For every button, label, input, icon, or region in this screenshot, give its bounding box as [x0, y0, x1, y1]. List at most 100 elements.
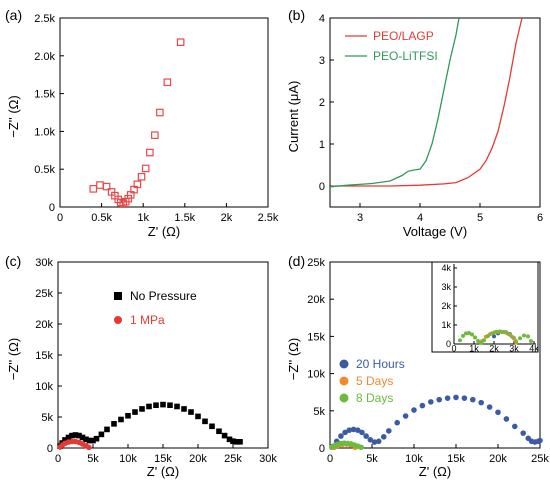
- panel-a: 0 0.5k 1k 1.5k 2k 2.5k 0 0.5k 1.0k 1.5k 2.0k 2.5k Z'…: [5, 7, 279, 239]
- inset: 0 1k 2k 3k 4k 0 1k 2k 3k 4k: [431, 261, 539, 354]
- inset-x-tick-label: 1k: [469, 344, 479, 354]
- inset-x-tick-label: 3k: [509, 344, 519, 354]
- legend: 20 Hours 5 Days 8 Days: [339, 357, 405, 405]
- x-tick-label: 25k: [531, 453, 549, 465]
- x-axis-label: Z' (Ω): [419, 464, 451, 479]
- inset-data-point: [473, 335, 477, 340]
- y-tick-label: 20k: [35, 319, 53, 331]
- data-point: [363, 433, 369, 439]
- data-point: [402, 413, 409, 419]
- series-2: [328, 440, 364, 451]
- legend-swatch: [114, 292, 122, 300]
- data-point: [83, 436, 89, 443]
- data-point: [79, 434, 86, 441]
- legend-swatch: [339, 359, 349, 369]
- data-point: [69, 432, 75, 439]
- data-point: [209, 423, 215, 430]
- inset-data-point: [458, 338, 462, 343]
- data-point: [65, 434, 72, 441]
- data-point: [371, 439, 378, 445]
- data-point: [342, 429, 348, 436]
- data-point: [338, 433, 344, 439]
- data-point: [359, 429, 365, 436]
- y-axis-label: Current (μA): [286, 81, 301, 153]
- data-point: [160, 401, 166, 408]
- x-tick-label: 25k: [224, 453, 242, 465]
- y-tick-label: 2.5k: [34, 13, 55, 25]
- data-point: [139, 406, 145, 412]
- x-tick-label: 1k: [137, 212, 149, 224]
- series-line: [329, 17, 460, 188]
- data-point: [230, 438, 236, 444]
- x-tick-label: 0.5k: [91, 212, 112, 224]
- x-tick-label: 5: [477, 212, 483, 224]
- inset-x-tick-label: 2k: [489, 344, 499, 354]
- inset-data-point: [470, 332, 474, 337]
- series-0: [89, 38, 185, 208]
- data-point: [62, 437, 68, 443]
- inset-data-point: [502, 330, 506, 335]
- data-point: [119, 199, 128, 208]
- inset-y-tick-label: 3k: [441, 282, 451, 292]
- inset-data-point: [514, 339, 518, 344]
- data-point: [111, 421, 117, 427]
- y-tick-label: 0: [319, 443, 325, 455]
- y-tick-label: 15k: [35, 350, 53, 362]
- inset-x-tick-label: 4k: [529, 344, 539, 354]
- plot-frame: [59, 17, 269, 208]
- data-point: [444, 395, 451, 401]
- data-point: [156, 108, 164, 117]
- inset-y-tick-label: 2k: [441, 301, 451, 311]
- x-axis-label: Z' (Ω): [147, 464, 179, 479]
- inset-data-point: [467, 330, 471, 335]
- inset-data-point: [476, 338, 480, 343]
- data-point: [98, 431, 105, 438]
- x-tick-label: 30k: [259, 453, 277, 465]
- data-point: [367, 437, 374, 443]
- x-tick-label: 4: [417, 212, 423, 224]
- data-point: [167, 402, 173, 409]
- y-axis-label: −Z'' (Ω): [6, 95, 21, 138]
- panel-label: (b): [288, 7, 305, 23]
- y-tick-label: 5k: [313, 406, 325, 418]
- inset-data-point: [461, 333, 465, 338]
- data-point: [141, 164, 150, 173]
- y-tick-label: 1.0k: [34, 126, 55, 138]
- data-point: [86, 444, 92, 451]
- data-point: [118, 416, 124, 423]
- legend-label: 20 Hours: [356, 357, 405, 371]
- data-point: [86, 437, 93, 444]
- y-tick-label: 10k: [35, 381, 53, 393]
- legend-swatch: [339, 393, 349, 403]
- legend-swatch: [114, 316, 122, 324]
- data-point: [375, 438, 382, 445]
- data-point: [202, 418, 208, 425]
- series-0: [329, 394, 543, 450]
- data-point: [163, 78, 172, 87]
- data-point: [174, 403, 180, 410]
- y-tick-label: 20k: [307, 294, 325, 306]
- data-point: [146, 403, 152, 410]
- x-tick-label: 3: [357, 212, 363, 224]
- data-point: [461, 395, 468, 401]
- y-tick-label: 15k: [307, 331, 325, 343]
- data-point: [495, 409, 501, 416]
- x-tick-label: 0: [55, 453, 61, 465]
- x-tick-label: 5k: [366, 453, 378, 465]
- y-tick-label: 30k: [35, 257, 53, 269]
- data-point: [221, 432, 228, 439]
- data-point: [386, 428, 392, 434]
- legend-label: 8 Days: [356, 391, 393, 405]
- inset-data-point: [522, 333, 526, 338]
- x-tick-label: 0: [57, 212, 63, 224]
- y-tick-label: 1: [319, 139, 325, 151]
- x-tick-label: 1.5k: [174, 212, 195, 224]
- inset-data-point: [498, 329, 502, 334]
- y-tick-label: 5k: [41, 412, 53, 424]
- x-tick-label: 2.5k: [258, 212, 279, 224]
- x-tick-label: 10k: [119, 453, 137, 465]
- y-tick-label: 2.0k: [34, 51, 55, 63]
- x-tick-label: 15k: [154, 453, 172, 465]
- data-point: [380, 434, 387, 440]
